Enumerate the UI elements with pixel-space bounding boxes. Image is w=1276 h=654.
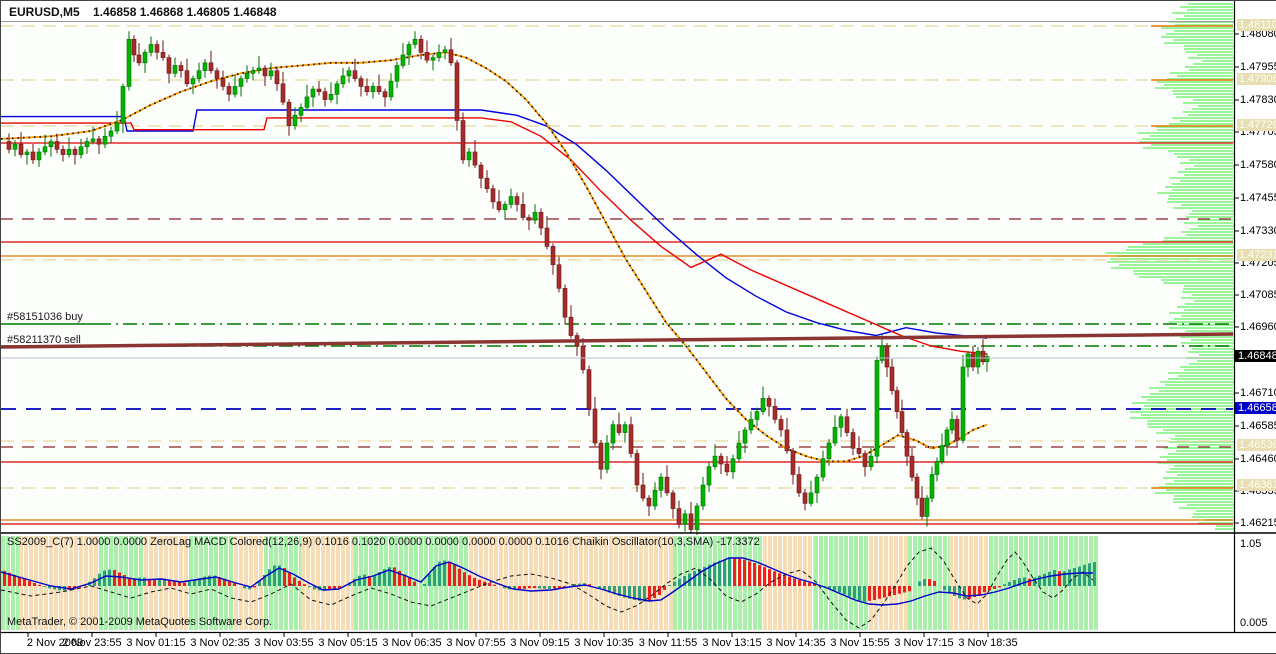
trend-line[interactable] [1,332,1234,349]
price-level-label: 1.47231 [1237,249,1276,261]
price-level-label: 1.46363 [1237,479,1276,491]
copyright-text: MetaTrader, © 2001-2009 MetaQuotes Softw… [7,616,273,628]
time-axis-label: 3 Nov 03:55 [254,637,314,649]
chart-title: EURUSD,M5 1.46858 1.46868 1.46805 1.4684… [9,5,277,19]
price-axis-label: 1.46585 [1240,420,1276,432]
price-axis-label: 1.46710 [1240,387,1276,399]
price-axis-label: 1.47955 [1240,61,1276,73]
price-axis-label: 1.47330 [1240,225,1276,237]
indicator-scale-top: 1.05 [1240,538,1262,550]
price-level-label: 1.46536 [1237,439,1276,451]
quote-values: 1.46858 1.46868 1.46805 1.46848 [93,5,277,19]
bid-line-label: 1.46658 [1235,402,1276,414]
macd-histogram [3,558,1096,602]
time-axis-label: 3 Nov 17:15 [894,637,954,649]
current-price-label: 1.46848 [1235,350,1276,362]
time-axis-label: 3 Nov 06:35 [382,637,442,649]
axis-ticks [27,33,1239,637]
price-axis-label: 1.46215 [1240,517,1276,529]
trade-order-label: #58211370 sell [7,334,81,346]
time-axis-label: 2 Nov 23:55 [62,637,122,649]
time-axis-label: 3 Nov 09:15 [510,637,570,649]
time-axis-label: 3 Nov 07:55 [446,637,506,649]
price-axis-label: 1.47830 [1240,94,1276,106]
ma-red-line [1,117,988,355]
time-axis-label: 3 Nov 10:35 [574,637,634,649]
price-axis-label: 1.47580 [1240,159,1276,171]
time-axis-label: 3 Nov 11:55 [638,637,698,649]
price-level-label: 1.47906 [1237,73,1276,85]
time-axis-label: 2 Nov 2009 [26,637,84,649]
trade-order-label: #58151036 buy [7,311,83,323]
price-axis-label: 1.47085 [1240,289,1276,301]
time-axis-label: 3 Nov 05:15 [318,637,378,649]
time-axis-label: 3 Nov 13:15 [702,637,762,649]
indicator-header: SS2009_C(7) 1.0000 0.0000 ZeroLag MACD C… [7,536,760,548]
time-axis-label: 3 Nov 02:35 [190,637,250,649]
candles [6,31,990,540]
horizontal-levels [1,25,1233,525]
time-axis-label: 3 Nov 01:15 [126,637,186,649]
oscillator-blue-line [1,557,1093,606]
price-level-label: 1.48110 [1237,19,1276,31]
indicator-scale-bottom: 0.005 [1240,617,1268,629]
price-axis-label: 1.46460 [1240,453,1276,465]
symbol-timeframe: EURUSD,M5 [9,5,80,19]
time-axis-label: 3 Nov 14:35 [766,637,826,649]
time-axis-label: 3 Nov 18:35 [958,637,1018,649]
price-level-label: 1.47729 [1237,119,1276,131]
price-axis-label: 1.47455 [1240,192,1276,204]
ma-blue-line [1,109,988,339]
price-axis-label: 1.48080 [1240,28,1276,40]
price-axis-label: 1.46960 [1240,321,1276,333]
time-axis-label: 3 Nov 15:55 [830,637,890,649]
chaikin-dash-line [1,547,1094,629]
